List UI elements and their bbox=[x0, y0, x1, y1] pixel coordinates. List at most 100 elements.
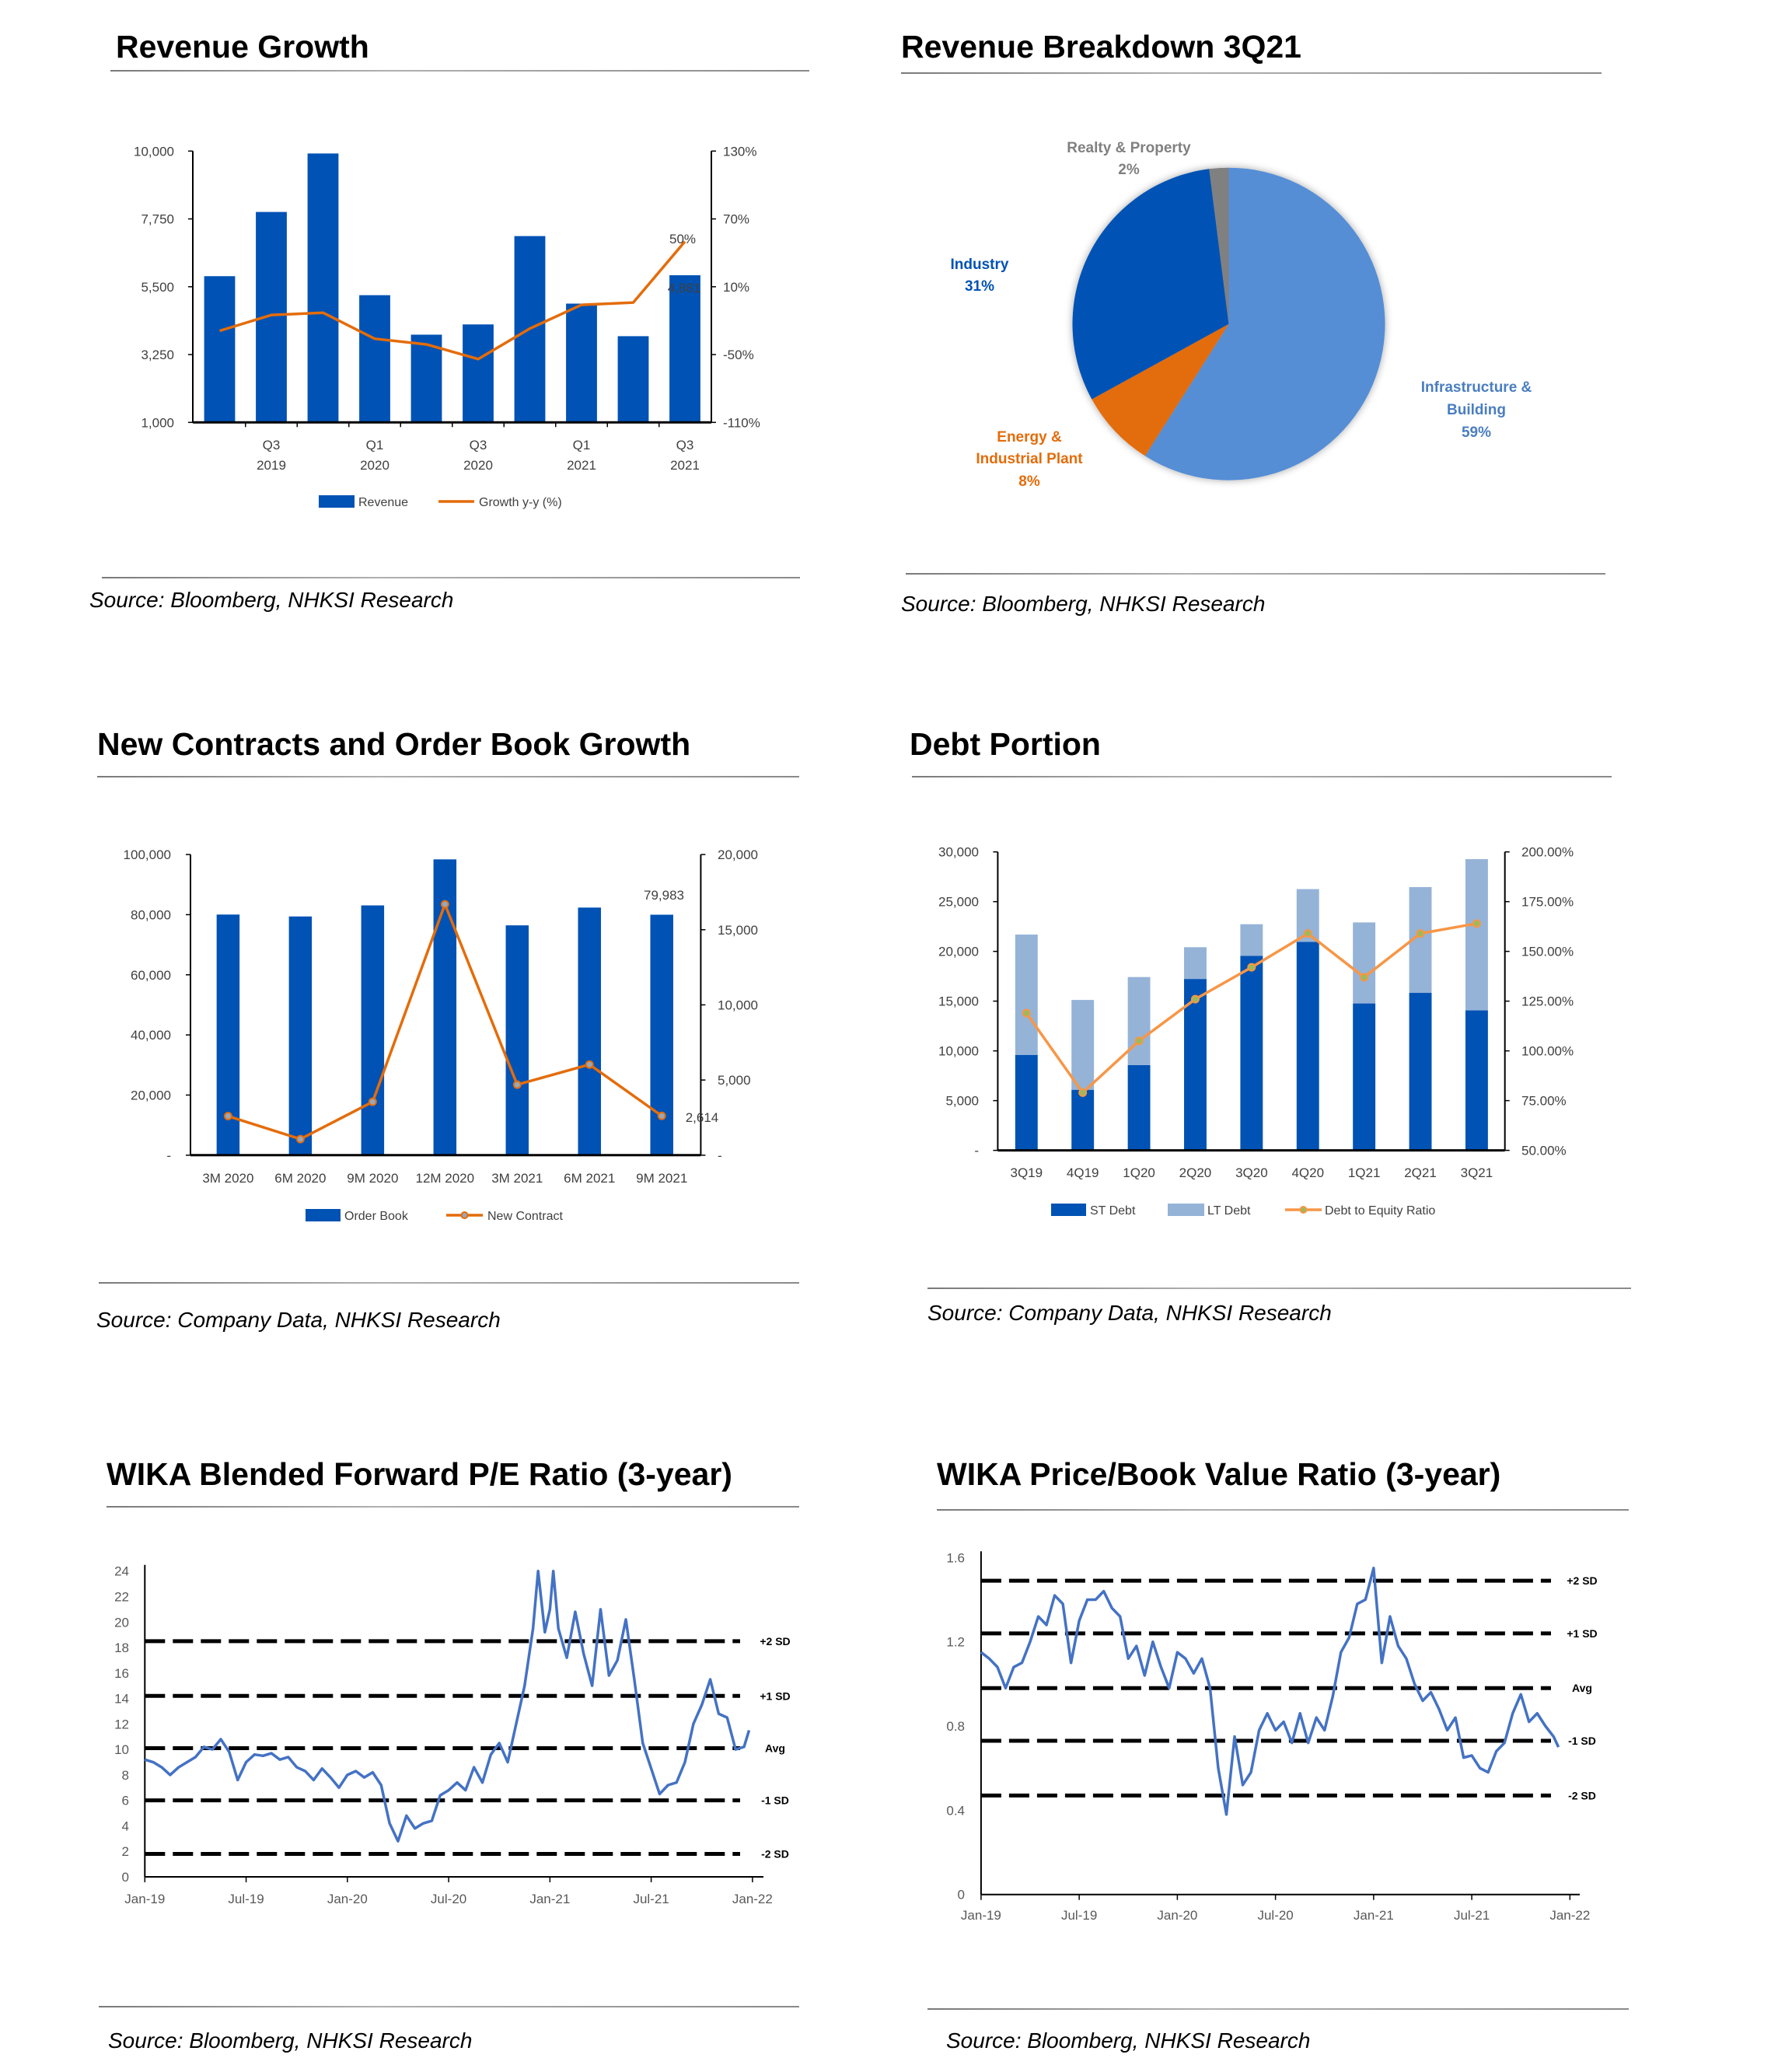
sd-band-label: +1 SD bbox=[1567, 1627, 1597, 1640]
revenue-growth-title: Revenue Growth bbox=[116, 29, 369, 65]
pie-slice bbox=[1092, 323, 1229, 456]
sd-band-label: +1 SD bbox=[760, 1689, 790, 1702]
bar-st-debt bbox=[1127, 1064, 1151, 1151]
sd-band-label: -1 SD bbox=[761, 1794, 789, 1807]
pb-ratio-chart: 0 0.4 0.8 1.2 1.6 +2 SD +1 SD Avg -1 SD -2 SD Jan-… bbox=[946, 1550, 1597, 1923]
contracts-source: Source: Company Data, NHKSI Research bbox=[96, 1308, 501, 1332]
x-tick-label: 2Q21 bbox=[1404, 1165, 1437, 1180]
y-tick-label: 12 bbox=[114, 1717, 129, 1731]
sd-band-label: -2 SD bbox=[761, 1848, 789, 1861]
bar-order-book bbox=[578, 907, 601, 1155]
line-marker bbox=[223, 1112, 232, 1121]
left-tick-label: 40,000 bbox=[131, 1028, 171, 1043]
bar-st-debt bbox=[1409, 993, 1432, 1151]
revenue-breakdown-pie-chart: Infrastructure & Building 59% Energy & Indus… bbox=[951, 140, 1532, 490]
bar-revenue bbox=[566, 303, 597, 423]
x-tick-label: Jul-21 bbox=[1454, 1908, 1490, 1923]
left-tick-label: 100,000 bbox=[124, 847, 171, 862]
legend-swatch bbox=[1168, 1204, 1204, 1216]
legend-swatch bbox=[306, 1209, 341, 1221]
x-tick-label: 3Q19 bbox=[1011, 1165, 1043, 1180]
left-tick-label: 10,000 bbox=[938, 1044, 979, 1059]
right-tick-label: 175.00% bbox=[1521, 895, 1574, 910]
source-divider bbox=[927, 1288, 1631, 1289]
bar-st-debt bbox=[1353, 1003, 1376, 1151]
line-marker bbox=[368, 1097, 377, 1106]
x-tick-label: Jan-19 bbox=[124, 1892, 165, 1906]
x-tick-label: 3M 2021 bbox=[491, 1171, 543, 1186]
source-divider bbox=[99, 2006, 799, 2007]
right-tick-label: 50.00% bbox=[1521, 1144, 1567, 1158]
line-marker bbox=[512, 1080, 522, 1089]
left-tick-label: 1,000 bbox=[141, 415, 174, 430]
bar-lt-debt bbox=[1071, 1000, 1095, 1090]
legend-label: Debt to Equity Ratio bbox=[1325, 1204, 1435, 1218]
legend-label: ST Debt bbox=[1090, 1204, 1136, 1218]
revenue-growth-source: Source: Bloomberg, NHKSI Research bbox=[89, 588, 454, 612]
bar-lt-debt bbox=[1353, 922, 1376, 1004]
y-tick-label: 8 bbox=[122, 1768, 129, 1783]
x-tick-label: Jan-22 bbox=[732, 1892, 773, 1906]
line-marker bbox=[1360, 973, 1369, 982]
left-tick-label: 20,000 bbox=[938, 945, 979, 959]
bar-lt-debt bbox=[1127, 977, 1151, 1065]
pie-slice-label: Building bbox=[1447, 402, 1506, 418]
pe-ratio-title: WIKA Blended Forward P/E Ratio (3-year) bbox=[107, 1456, 732, 1492]
y-tick-label: 16 bbox=[114, 1666, 129, 1681]
pb-ratio-title: WIKA Price/Book Value Ratio (3-year) bbox=[937, 1456, 1501, 1492]
line-marker bbox=[1134, 1036, 1144, 1046]
pie-slice bbox=[1209, 167, 1229, 324]
bar-revenue bbox=[307, 153, 339, 423]
y-tick-label: 2 bbox=[122, 1844, 129, 1859]
bar-st-debt bbox=[1465, 1010, 1488, 1151]
bar-revenue bbox=[204, 276, 236, 423]
ratio-line bbox=[144, 1569, 751, 1843]
left-tick-label: 15,000 bbox=[938, 994, 979, 1009]
y-tick-label: 20 bbox=[114, 1615, 129, 1630]
revenue-breakdown-source: Source: Bloomberg, NHKSI Research bbox=[901, 592, 1266, 616]
left-tick-label: 10,000 bbox=[134, 144, 174, 159]
contracts-chart: - 20,000 40,000 60,000 80,000 100,000 - 5,000 10… bbox=[124, 847, 758, 1223]
left-tick-label: 7,750 bbox=[141, 212, 174, 227]
pie-slice-label: Infrastructure & bbox=[1421, 379, 1532, 396]
bar-st-debt bbox=[1240, 956, 1263, 1151]
left-tick-label: 60,000 bbox=[131, 968, 171, 983]
line-marker bbox=[1416, 929, 1425, 938]
right-tick-label: 10,000 bbox=[718, 998, 758, 1012]
x-tick-label: Jan-20 bbox=[1157, 1908, 1197, 1923]
x-tick-label: Jul-20 bbox=[431, 1892, 466, 1906]
ratio-line bbox=[980, 1567, 1560, 1816]
left-tick-label: - bbox=[974, 1144, 979, 1158]
legend-label: Order Book bbox=[344, 1210, 409, 1223]
source-divider bbox=[99, 1282, 799, 1284]
pie-slice bbox=[1072, 169, 1229, 400]
y-tick-label: 0 bbox=[122, 1870, 129, 1885]
bar-revenue bbox=[669, 275, 700, 423]
x-tick-label: 1Q20 bbox=[1123, 1165, 1155, 1180]
sd-band-label: +2 SD bbox=[1567, 1574, 1597, 1587]
x-tick-label: Jan-22 bbox=[1549, 1908, 1590, 1923]
x-tick-label: 12M 2020 bbox=[415, 1171, 474, 1186]
x-tick-label: 2Q20 bbox=[1179, 1165, 1212, 1180]
right-tick-label: -110% bbox=[723, 415, 760, 430]
title-divider bbox=[937, 1509, 1629, 1511]
right-tick-label: -50% bbox=[723, 348, 754, 362]
line-marker bbox=[440, 900, 449, 909]
pie-slice-label: Realty & Property bbox=[1067, 140, 1191, 156]
y-tick-label: 22 bbox=[114, 1589, 129, 1604]
pie-slice bbox=[1144, 167, 1385, 480]
debt-chart: - 5,000 10,000 15,000 20,000 25,000 30,000 50.0… bbox=[938, 845, 1574, 1218]
x-tick-label: 3Q20 bbox=[1235, 1165, 1268, 1180]
line-data-label: 50% bbox=[669, 232, 696, 246]
right-tick-label: 200.00% bbox=[1521, 845, 1574, 860]
y-tick-label: 14 bbox=[114, 1692, 129, 1707]
y-tick-label: 0 bbox=[958, 1888, 965, 1903]
line-marker bbox=[585, 1060, 594, 1069]
bar-order-book bbox=[288, 916, 313, 1155]
x-tick-label: Q3 bbox=[676, 438, 694, 452]
x-tick-label: 2021 bbox=[567, 458, 596, 473]
x-tick-label: Jul-19 bbox=[228, 1892, 264, 1906]
revenue-growth-chart: 1,000 3,250 5,500 7,750 10,000 -110% -50% 10% 70… bbox=[134, 144, 760, 509]
x-tick-label: 3M 2020 bbox=[202, 1171, 253, 1186]
